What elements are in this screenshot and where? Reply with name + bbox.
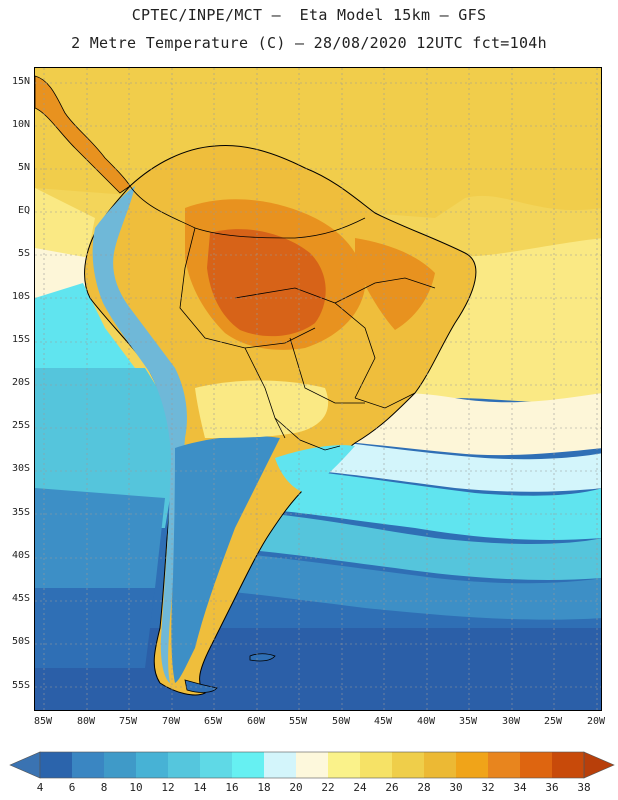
lon-label-60w: 60W [246,716,266,727]
colorbar-arrow-right [583,751,615,779]
pacific-mid [35,488,165,588]
colorbar-swatch [328,752,360,778]
colorbar-swatch [488,752,520,778]
colorbar-label-8: 8 [100,781,108,794]
lon-label-85w: 85W [33,716,53,727]
colorbar-outline [39,751,585,779]
colorbar-swatch [136,752,168,778]
lat-label-10n: 10N [11,119,30,130]
lon-label-75w: 75W [118,716,138,727]
ocean-cyan-band [205,508,601,580]
lat-label-5n: 5N [17,162,30,173]
colorbar-label-14: 14 [193,781,207,794]
colorbar-swatch [200,752,232,778]
lat-label-15s: 15S [11,334,30,345]
lat-label-45s: 45S [11,593,30,604]
colorbar-swatch [424,752,456,778]
central-america-land [35,75,131,194]
land-south-mild [195,380,329,438]
colorbar-swatch [296,752,328,778]
graticule [35,68,601,710]
lat-label-55s: 55S [11,680,30,691]
lon-label-45w: 45W [373,716,393,727]
lon-label-35w: 35W [458,716,478,727]
country-borders [129,185,436,451]
lat-label-eq: EQ [17,205,30,216]
andes-cold-strip [92,186,187,683]
land-hot-region [207,229,326,337]
lat-label-30s: 30S [11,463,30,474]
lon-label-55w: 55W [288,716,308,727]
colorbar-swatch [40,752,72,778]
colorbar-swatch [232,752,264,778]
colorbar-label-30: 30 [449,781,463,794]
lon-label-50w: 50W [331,716,351,727]
colorbar-label-10: 10 [129,781,143,794]
temperature-colorbar [9,751,615,779]
pacific-cyan [35,368,175,528]
land-northeast-warm [355,238,435,330]
colorbar-swatch [104,752,136,778]
colorbar-label-32: 32 [481,781,495,794]
tierra-del-fuego [184,679,218,693]
colorbar-swatch [552,752,584,778]
map-title-line1: CPTEC/INPE/MCT – Eta Model 15km – GFS [131,6,487,24]
colorbar-swatch [520,752,552,778]
colorbar-label-26: 26 [385,781,399,794]
colorbar-label-12: 12 [161,781,175,794]
colorbar-label-28: 28 [417,781,431,794]
colorbar-swatch [168,752,200,778]
ocean-bright-cyan-band [235,463,601,540]
southern-cone-cold [171,436,280,683]
lon-label-30w: 30W [501,716,521,727]
lat-label-50s: 50S [11,636,30,647]
lon-label-70w: 70W [161,716,181,727]
colorbar-arrow-left [9,751,41,779]
lat-label-15n: 15N [11,76,30,87]
colorbar-label-4: 4 [36,781,44,794]
lon-label-40w: 40W [416,716,436,727]
colorbar-label-36: 36 [545,781,559,794]
lat-label-5s: 5S [17,248,30,259]
lon-label-25w: 25W [543,716,563,727]
colorbar-swatch [72,752,104,778]
colorbar-label-20: 20 [289,781,303,794]
colorbar-swatch [360,752,392,778]
uruguay-cool [275,445,355,493]
pacific-deep [35,588,155,668]
temperature-map [34,67,602,711]
colorbar-label-34: 34 [513,781,527,794]
lon-label-20w: 20W [586,716,606,727]
lat-label-35s: 35S [11,507,30,518]
colorbar-label-22: 22 [321,781,335,794]
falkland-islands [249,653,276,662]
colorbar-swatch [264,752,296,778]
ocean-mid-band [185,548,601,620]
colorbar-label-38: 38 [577,781,591,794]
colorbar-label-18: 18 [257,781,271,794]
colorbar-label-6: 6 [68,781,76,794]
lat-label-20s: 20S [11,377,30,388]
map-title-line2: 2 Metre Temperature (C) – 28/08/2020 12U… [71,34,547,52]
map-canvas [35,68,601,710]
colorbar-label-24: 24 [353,781,367,794]
lon-label-65w: 65W [203,716,223,727]
lat-label-25s: 25S [11,420,30,431]
lat-label-40s: 40S [11,550,30,561]
colorbar-label-16: 16 [225,781,239,794]
colorbar-swatch [456,752,488,778]
lon-label-80w: 80W [76,716,96,727]
lat-label-10s: 10S [11,291,30,302]
colorbar-swatch [392,752,424,778]
